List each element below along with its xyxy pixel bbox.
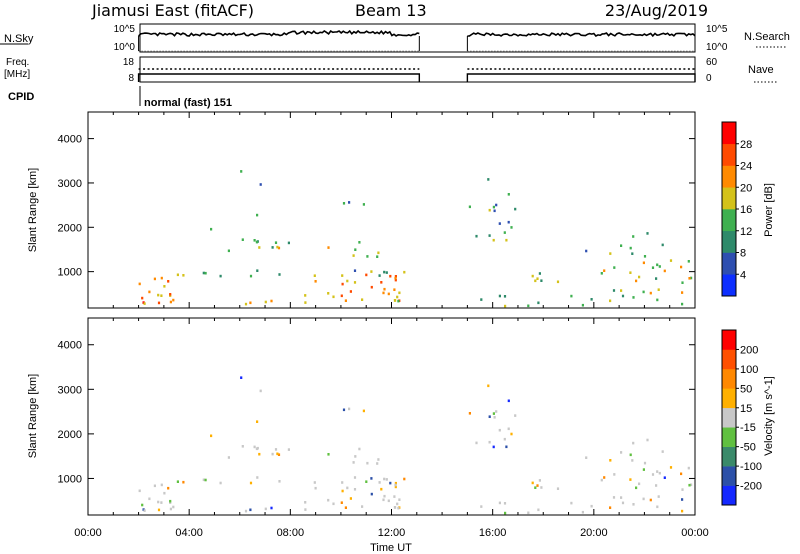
velocity-colorbar-tick: -50 (740, 442, 756, 454)
power-colorbar-tick: 12 (740, 226, 752, 238)
velocity-heatmap (138, 376, 693, 515)
power-colorbar-tick: 24 (740, 161, 752, 173)
velocity-colorbar: 200 100 50 15 -15 -50 -100 -200 (721, 329, 762, 506)
velocity-axes: 1000 2000 3000 4000 (58, 318, 696, 515)
freq-label-2: [MHz] (4, 69, 30, 80)
power-colorbar-tick: 8 (740, 248, 746, 260)
velocity-colorbar-tick: -100 (740, 461, 762, 473)
velocity-colorbar-tick: -200 (740, 481, 762, 493)
x-tick-label: 12:00 (378, 527, 406, 539)
power-colorbar-label: Power [dB] (763, 183, 775, 237)
nsky-tick-bottom: 10^0 (114, 42, 136, 53)
velocity-colorbar-tick: 50 (740, 383, 752, 395)
power-axes: 1000 2000 3000 4000 (58, 112, 696, 308)
power-colorbar-tick: 16 (740, 204, 752, 216)
x-tick-label: 08:00 (277, 527, 305, 539)
nsearch-tick-top: 10^5 (706, 24, 728, 35)
x-tick-label: 20:00 (580, 527, 608, 539)
x-tick-label: 00:00 (74, 527, 102, 539)
time-axis-ticks: 00:00 04:00 08:00 12:00 16:00 20:00 00:00 (74, 527, 709, 539)
nsky-tick-top: 10^5 (114, 24, 136, 35)
cpid-label: CPID (8, 91, 34, 103)
freq-trace (137, 68, 696, 82)
y-tick-label: 3000 (58, 178, 82, 190)
y-tick-label: 2000 (58, 222, 82, 234)
velocity-colorbar-tick: 100 (740, 364, 758, 376)
power-colorbar-tick: 28 (740, 139, 752, 151)
power-colorbar-tick: 4 (740, 269, 746, 281)
y-tick-label: 4000 (58, 340, 82, 352)
velocity-ylabel: Slant Range [km] (27, 374, 39, 458)
y-tick-label: 2000 (58, 429, 82, 441)
y-tick-label: 1000 (58, 473, 82, 485)
nsearch-tick-bottom: 10^0 (706, 42, 728, 53)
nsky-panel (139, 23, 696, 53)
power-ylabel: Slant Range [km] (27, 168, 39, 252)
time-axis-label: Time UT (370, 542, 412, 554)
nsearch-label: N.Search (744, 31, 790, 43)
freq-label-1: Freq. (6, 57, 29, 68)
x-tick-label: 16:00 (479, 527, 507, 539)
velocity-colorbar-tick: 15 (740, 403, 752, 415)
date-title: 23/Aug/2019 (605, 1, 708, 20)
y-tick-label: 3000 (58, 384, 82, 396)
nave-label: Nave (748, 64, 774, 76)
velocity-colorbar-tick: -15 (740, 422, 756, 434)
y-tick-label: 4000 (58, 134, 82, 146)
velocity-panel-frame (87, 317, 696, 516)
station-title: Jiamusi East (fitACF) (91, 1, 254, 20)
x-tick-label: 00:00 (681, 527, 709, 539)
nsky-trace (138, 29, 696, 52)
nsky-label: N.Sky (4, 33, 34, 45)
freq-tick-bottom: 8 (128, 73, 134, 84)
x-tick-label: 04:00 (175, 527, 203, 539)
velocity-colorbar-tick: 200 (740, 344, 758, 356)
power-heatmap (138, 170, 693, 308)
nave-tick-bottom: 0 (706, 73, 712, 84)
freq-tick-top: 18 (123, 57, 135, 68)
cpid-text: normal (fast) 151 (144, 97, 232, 109)
power-panel-frame (87, 111, 696, 309)
power-colorbar: 4 8 12 16 20 24 28 (721, 121, 752, 297)
nave-tick-top: 60 (706, 57, 718, 68)
velocity-colorbar-label: Velocity [m s^-1] (763, 376, 775, 456)
y-tick-label: 1000 (58, 267, 82, 279)
power-colorbar-tick: 20 (740, 182, 752, 194)
beam-title: Beam 13 (355, 1, 427, 20)
